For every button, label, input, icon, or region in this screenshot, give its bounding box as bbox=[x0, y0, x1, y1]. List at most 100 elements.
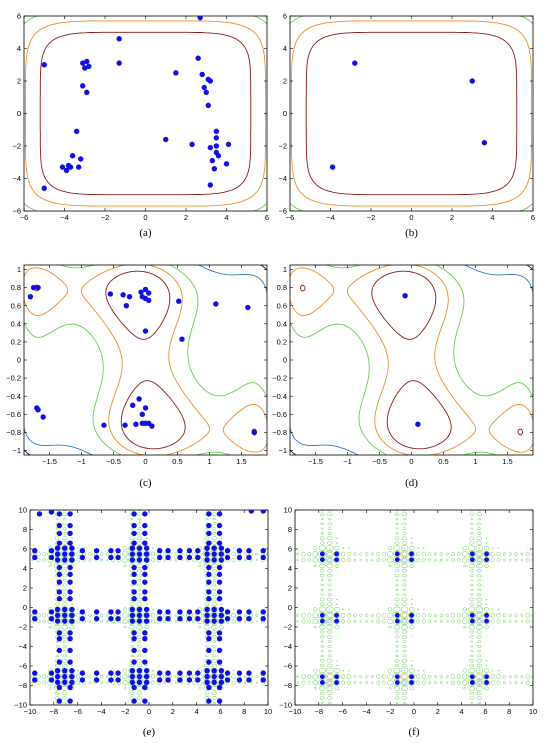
axes-frame bbox=[23, 15, 268, 212]
data-point bbox=[469, 680, 475, 685]
data-point bbox=[206, 684, 212, 691]
data-point bbox=[218, 667, 225, 674]
y-tick-label: 6 bbox=[23, 545, 27, 554]
data-point bbox=[469, 674, 475, 680]
y-tick-label: 0 bbox=[283, 109, 287, 118]
data-point bbox=[56, 530, 63, 537]
data-point bbox=[82, 65, 88, 71]
data-point bbox=[177, 616, 183, 622]
data-point bbox=[48, 677, 55, 683]
data-point bbox=[142, 405, 149, 411]
data-point bbox=[93, 616, 100, 622]
data-point bbox=[402, 293, 408, 299]
data-point bbox=[115, 616, 121, 622]
data-point bbox=[195, 547, 201, 554]
x-tick-label: 0 bbox=[143, 213, 147, 222]
data-point bbox=[218, 545, 225, 551]
axes-frame bbox=[289, 15, 534, 212]
data-point bbox=[218, 612, 225, 618]
data-point bbox=[319, 680, 325, 685]
data-point bbox=[27, 293, 34, 300]
x-tick-label: 4 bbox=[195, 707, 199, 716]
data-point bbox=[260, 677, 266, 683]
data-point bbox=[138, 289, 144, 295]
x-tick-label: −8 bbox=[315, 707, 324, 716]
data-point bbox=[142, 684, 148, 691]
x-tick-label: 6 bbox=[218, 707, 222, 716]
data-point bbox=[157, 609, 163, 615]
y-tick-label: 0 bbox=[17, 356, 21, 365]
data-point bbox=[131, 579, 137, 585]
data-point bbox=[209, 157, 216, 164]
data-point bbox=[207, 78, 213, 84]
data-point bbox=[79, 670, 86, 676]
data-point bbox=[206, 540, 212, 546]
data-point bbox=[136, 551, 143, 557]
data-point bbox=[56, 579, 63, 585]
data-point bbox=[216, 636, 223, 642]
data-point bbox=[246, 670, 252, 676]
data-point bbox=[48, 554, 55, 561]
data-point bbox=[67, 571, 73, 578]
data-point bbox=[201, 84, 207, 91]
y-tick-label: −0.6 bbox=[272, 410, 287, 419]
data-point bbox=[206, 530, 212, 537]
x-tick-label: −6 bbox=[20, 213, 29, 222]
x-tick-label: −4 bbox=[362, 707, 371, 716]
y-tick-label: −4 bbox=[12, 174, 21, 183]
data-point bbox=[67, 564, 73, 571]
data-point bbox=[213, 301, 219, 307]
panel-caption: (d) bbox=[405, 477, 418, 489]
y-tick-label: −6 bbox=[283, 662, 292, 671]
data-point bbox=[120, 292, 126, 298]
data-point bbox=[143, 679, 150, 686]
y-tick-label: −10 bbox=[14, 701, 27, 710]
data-point bbox=[409, 680, 415, 685]
y-tick-label: 8 bbox=[23, 525, 27, 534]
data-point bbox=[54, 673, 61, 680]
data-point bbox=[131, 630, 137, 636]
data-point bbox=[129, 545, 136, 551]
data-point bbox=[84, 89, 90, 96]
data-point bbox=[54, 618, 61, 624]
data-point bbox=[216, 579, 223, 585]
panel-c: −1.5 −1 −0.5 0 0.5 1 1.5 −1 −0.8 −0.6 −0.4 −0.2 0 0.2… bbox=[6, 264, 268, 489]
x-tick-label: 1.5 bbox=[236, 457, 246, 466]
data-point bbox=[211, 612, 217, 618]
contour-level-1 bbox=[299, 270, 524, 450]
data-point bbox=[143, 545, 150, 551]
data-point bbox=[189, 141, 195, 148]
axes-frame bbox=[23, 264, 268, 456]
data-point bbox=[75, 164, 82, 170]
x-tick-label: −6 bbox=[338, 707, 347, 716]
data-point bbox=[236, 670, 243, 676]
data-point bbox=[56, 571, 63, 578]
data-point bbox=[48, 510, 55, 515]
data-point bbox=[56, 564, 63, 571]
data-point bbox=[409, 612, 415, 618]
data-point bbox=[260, 510, 266, 514]
contour-level-1 bbox=[319, 547, 487, 685]
data-point bbox=[115, 677, 121, 683]
data-point bbox=[69, 545, 75, 551]
data-point bbox=[62, 545, 68, 551]
contour-level-5 bbox=[24, 265, 267, 455]
data-point bbox=[157, 554, 163, 561]
data-point bbox=[131, 647, 137, 654]
data-point bbox=[56, 630, 63, 636]
data-point bbox=[123, 303, 130, 309]
x-tick-label: 8 bbox=[507, 707, 511, 716]
y-tick-label: 8 bbox=[288, 525, 292, 534]
data-point bbox=[56, 698, 63, 704]
data-point bbox=[67, 659, 73, 665]
y-tick-label: −4 bbox=[283, 642, 292, 651]
data-point bbox=[216, 540, 223, 546]
data-point bbox=[186, 616, 193, 622]
data-point bbox=[409, 551, 415, 557]
x-tick-label: −4 bbox=[97, 707, 106, 716]
x-tick-label: −2 bbox=[121, 707, 130, 716]
data-point bbox=[131, 698, 137, 704]
data-point bbox=[236, 616, 243, 622]
data-point bbox=[54, 545, 61, 551]
y-tick-label: 10 bbox=[284, 506, 292, 515]
